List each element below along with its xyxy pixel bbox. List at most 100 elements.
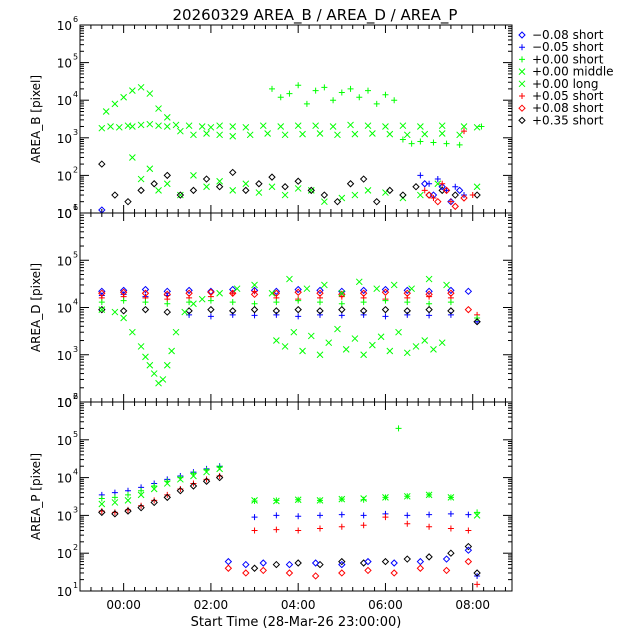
data-point: [403, 349, 411, 357]
data-point: [311, 559, 320, 567]
data-point: [150, 180, 158, 188]
data-point: [281, 343, 289, 350]
data-point: [316, 286, 324, 295]
data-point: [473, 569, 481, 577]
data-point: [390, 569, 398, 577]
data-point: [138, 487, 145, 494]
data-point: [382, 123, 389, 130]
y-tick-exponent: 4: [73, 298, 78, 307]
y-tick-exponent: 5: [73, 250, 78, 259]
data-point: [251, 514, 258, 521]
data-point: [417, 138, 424, 145]
y-tick-label: 10: [57, 396, 72, 410]
data-point: [177, 485, 184, 492]
data-point: [474, 314, 481, 321]
y-tick-exponent: 4: [73, 468, 78, 477]
data-point: [382, 514, 389, 521]
data-point: [146, 361, 154, 369]
data-point: [338, 560, 346, 569]
data-point: [168, 347, 175, 355]
data-point: [203, 476, 210, 483]
data-point: [190, 131, 197, 139]
data-point: [403, 307, 411, 315]
data-point: [464, 546, 473, 554]
data-point: [295, 313, 302, 320]
data-point: [451, 191, 459, 199]
data-point: [264, 130, 271, 137]
y-tick-label: 10: [57, 57, 72, 71]
data-point: [273, 299, 280, 306]
data-point: [426, 523, 433, 530]
legend-entry: +0.00 middle: [532, 65, 614, 79]
data-point: [98, 495, 105, 502]
data-point: [351, 335, 359, 342]
data-point: [430, 139, 437, 146]
data-point: [98, 508, 106, 517]
legend-entry: +0.00 long: [532, 77, 599, 91]
data-point: [434, 197, 442, 206]
data-point: [334, 325, 341, 333]
data-point: [403, 555, 411, 563]
data-point: [155, 105, 162, 112]
data-point: [447, 494, 455, 501]
data-point: [365, 87, 371, 94]
legend-entry: −0.05 short: [532, 40, 604, 54]
data-point: [215, 183, 224, 191]
data-point: [438, 122, 446, 130]
data-point: [426, 293, 433, 300]
data-point: [360, 495, 367, 502]
data-point: [421, 337, 429, 344]
data-point: [360, 522, 367, 529]
data-point: [181, 308, 189, 316]
data-point: [229, 123, 237, 130]
data-point: [442, 555, 451, 563]
data-point: [421, 187, 428, 194]
legend-marker: [519, 56, 525, 63]
data-point: [421, 130, 429, 138]
data-point: [285, 560, 294, 569]
data-point: [207, 305, 215, 314]
data-point: [443, 140, 450, 147]
data-point: [346, 180, 355, 188]
series-2-6: [98, 305, 481, 326]
series-3-6: [224, 546, 473, 569]
data-point: [185, 286, 193, 295]
legend-entry: +0.35 short: [532, 113, 604, 127]
y-axis-label: AREA_B [pixel]: [29, 75, 43, 163]
data-point: [163, 180, 171, 188]
data-point: [115, 123, 123, 131]
data-point: [229, 299, 236, 306]
data-point: [421, 180, 429, 188]
series-1-4: [129, 154, 481, 206]
y-axis-label: AREA_D [pixel]: [29, 263, 43, 352]
data-point: [294, 496, 302, 504]
data-point: [242, 123, 250, 131]
data-point: [250, 564, 259, 572]
data-point: [111, 308, 119, 316]
data-point: [198, 123, 206, 130]
data-point: [447, 549, 455, 557]
data-point: [98, 306, 106, 314]
data-point: [277, 123, 285, 130]
data-point: [242, 186, 250, 195]
data-point: [403, 131, 411, 139]
series-1-3: [269, 82, 485, 148]
x-tick-label: 00:00: [106, 598, 141, 612]
data-point: [273, 497, 280, 505]
data-point: [163, 171, 171, 180]
data-point: [404, 512, 411, 519]
data-point: [373, 100, 380, 107]
data-point: [381, 557, 390, 566]
data-point: [163, 493, 171, 502]
data-point: [474, 509, 481, 516]
legend-entry: +0.00 short: [532, 52, 604, 66]
data-point: [386, 186, 394, 195]
y-tick-label: 10: [57, 169, 72, 183]
data-point: [233, 285, 241, 293]
series-3-5: [98, 473, 481, 577]
data-point: [386, 130, 394, 138]
series-1-9: [425, 186, 468, 211]
data-point: [408, 285, 415, 293]
data-point: [473, 191, 481, 199]
data-point: [381, 305, 390, 314]
